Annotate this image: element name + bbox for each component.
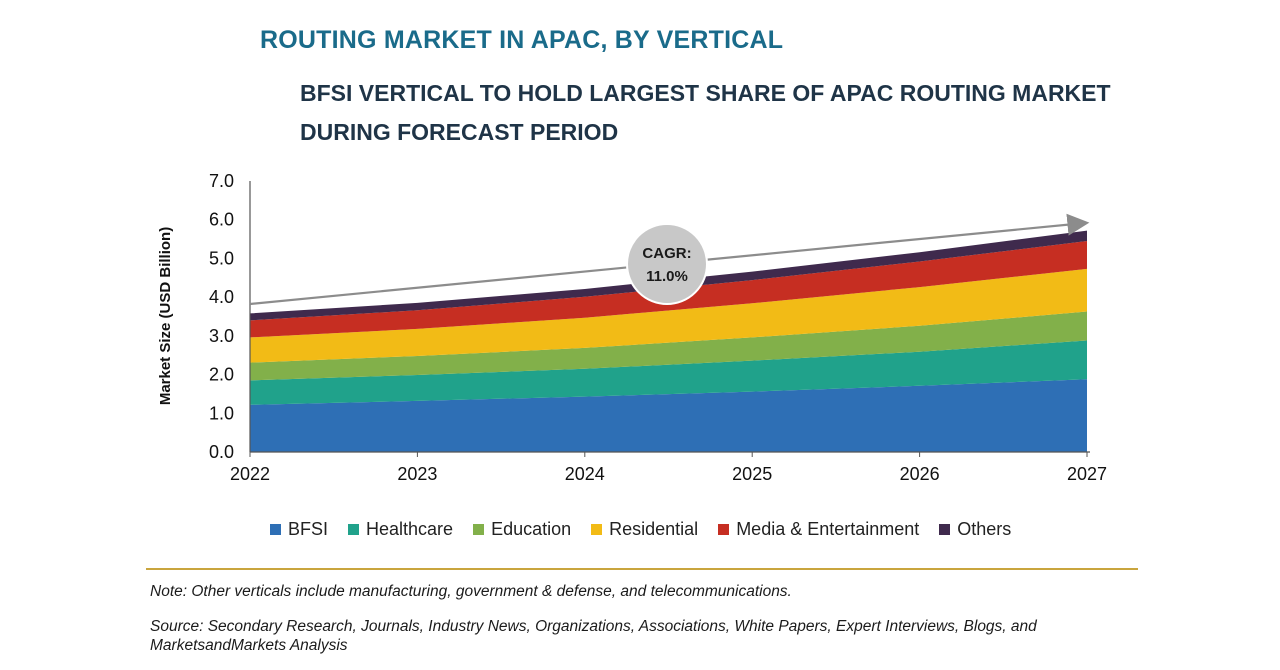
legend: BFSI Healthcare Education Residential Me… — [270, 519, 1011, 540]
x-tick-label: 2022 — [230, 464, 270, 484]
x-tick-label: 2024 — [565, 464, 605, 484]
legend-item-residential: Residential — [591, 519, 698, 540]
x-tick-label: 2023 — [397, 464, 437, 484]
cagr-annotation: CAGR: 11.0% — [249, 213, 1090, 306]
area-healthcare — [250, 340, 1087, 405]
area-residential — [250, 268, 1087, 363]
legend-label-education: Education — [491, 519, 572, 539]
legend-item-education: Education — [473, 519, 571, 540]
x-tick-label: 2026 — [900, 464, 940, 484]
cagr-label: CAGR: — [642, 245, 691, 262]
x-tick-label: 2027 — [1067, 464, 1107, 484]
chart-subtitle: BFSI VERTICAL TO HOLD LARGEST SHARE OF A… — [300, 80, 1111, 145]
legend-label-bfsi: BFSI — [288, 519, 329, 539]
legend-label-media-entertainment: Media & Entertainment — [736, 519, 920, 539]
legend-label-others: Others — [957, 519, 1012, 539]
footer-divider — [146, 568, 1138, 570]
y-tick-label: 5.0 — [209, 248, 234, 268]
area-education — [250, 311, 1087, 381]
cagr-value: 11.0% — [646, 268, 688, 285]
y-axis-label: Market Size (USD Billion) — [157, 227, 174, 405]
legend-swatch-healthcare — [348, 524, 360, 535]
legend-item-media-entertainment: Media & Entertainment — [718, 519, 919, 540]
x-tick-label: 2025 — [732, 464, 772, 484]
legend-item-others: Others — [939, 519, 1011, 540]
y-tick-label: 1.0 — [209, 403, 234, 423]
area-bfsi — [250, 379, 1087, 452]
legend-swatch-media-entertainment — [718, 524, 730, 535]
legend-item-healthcare: Healthcare — [348, 519, 453, 540]
legend-swatch-bfsi — [270, 524, 281, 535]
y-tick-label: 0.0 — [209, 442, 234, 462]
chart-title: ROUTING MARKET IN APAC, BY VERTICAL — [260, 26, 784, 54]
y-tick-label: 3.0 — [209, 326, 234, 346]
source-note: Source: Secondary Research, Journals, In… — [150, 618, 1037, 654]
y-tick-label: 4.0 — [209, 287, 234, 307]
legend-label-residential: Residential — [609, 519, 699, 539]
axes — [249, 181, 1090, 453]
area-others — [250, 230, 1087, 321]
cagr-bubble — [626, 223, 708, 305]
legend-label-healthcare: Healthcare — [366, 519, 454, 539]
legend-item-bfsi: BFSI — [270, 519, 328, 540]
y-tick-label: 6.0 — [209, 210, 234, 230]
x-tick-labels: 2022 2023 2024 2025 2026 2027 — [230, 452, 1107, 484]
y-tick-label: 7.0 — [209, 171, 234, 191]
footnote: Note: Other verticals include manufactur… — [150, 583, 792, 600]
legend-swatch-others — [939, 524, 951, 535]
legend-swatch-residential — [591, 524, 603, 535]
y-tick-label: 2.0 — [209, 365, 234, 385]
y-tick-labels: 0.0 1.0 2.0 3.0 4.0 5.0 6.0 7.0 — [209, 171, 234, 462]
legend-swatch-education — [473, 524, 485, 535]
